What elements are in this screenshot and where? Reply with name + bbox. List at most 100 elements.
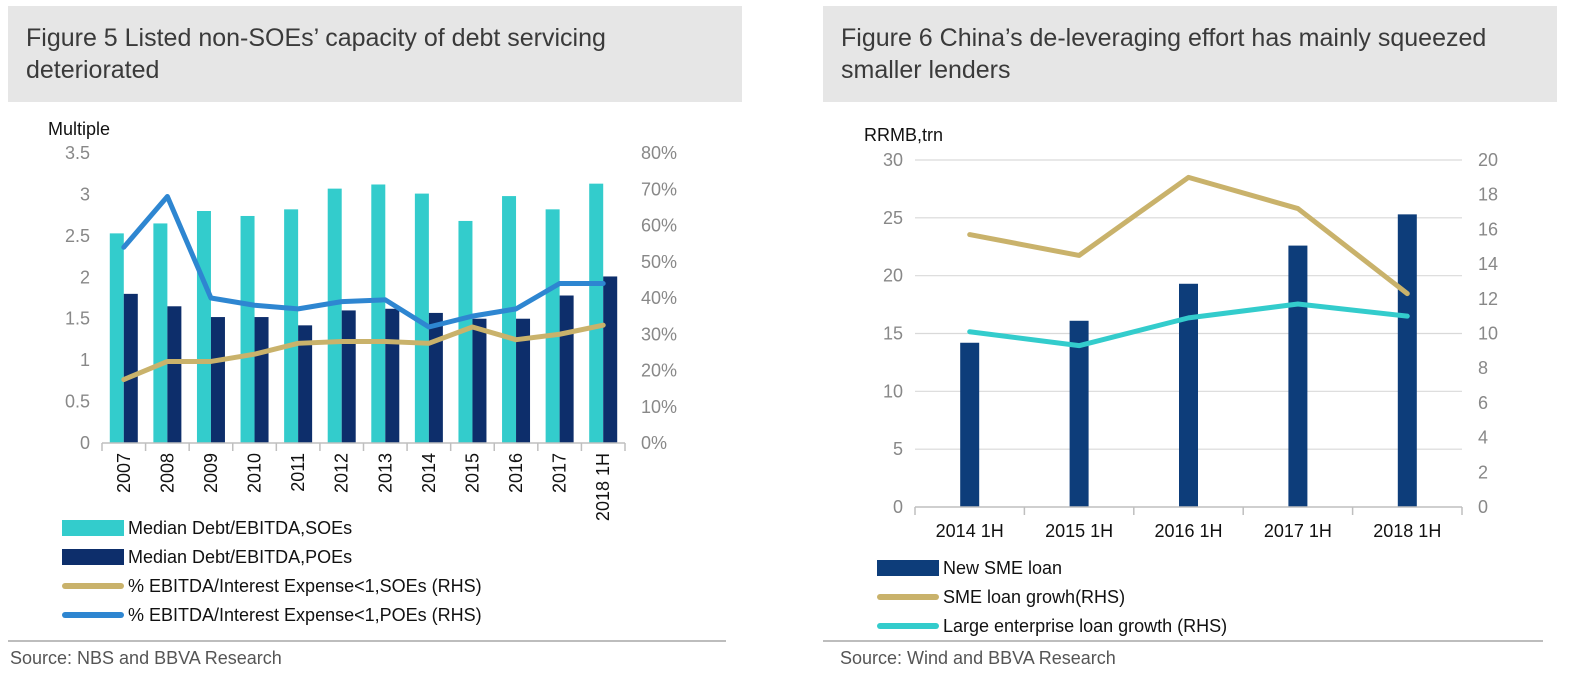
- figure-6-title-box: Figure 6 China’s de-leveraging effort ha…: [823, 6, 1557, 102]
- fig5-left-tick-label: 0.5: [65, 392, 90, 412]
- figure-5-source: Source: NBS and BBVA Research: [10, 648, 282, 668]
- fig5-bar-median-debt-ebitda-poes-6: [385, 308, 400, 443]
- fig5-bar-median-debt-ebitda-soes-9: [502, 196, 517, 443]
- fig6-legend-item: Large enterprise loan growth (RHS): [877, 612, 1227, 641]
- fig6-y-axis-title: RRMB,trn: [864, 125, 943, 145]
- fig5-bar-median-debt-ebitda-soes-3: [240, 215, 255, 443]
- fig5-bar-median-debt-ebitda-poes-10: [559, 295, 574, 443]
- figure-6-source: Source: Wind and BBVA Research: [840, 648, 1116, 668]
- fig6-bar-new-sme-loan-0: [960, 342, 980, 507]
- fig6-right-tick-label: 20: [1478, 150, 1498, 170]
- figure-5-chart: Multiple 0 0.5 1 1.5 2 2.5 3 3.5 0% 10% 20% 30% 40% 50…: [48, 119, 677, 521]
- fig6-bar-new-sme-loan-3: [1288, 245, 1308, 508]
- fig5-bar-median-debt-ebitda-poes-7: [428, 312, 443, 443]
- fig5-right-tick-label: 0%: [641, 433, 667, 453]
- figure-5-title-box: Figure 5 Listed non-SOEs’ capacity of de…: [8, 6, 742, 102]
- figure-6-legend: New SME loan SME loan growh(RHS) Large ent…: [877, 554, 1227, 641]
- fig5-left-tick-label: 2: [80, 267, 90, 287]
- fig6-left-tick-label: 15: [883, 324, 903, 344]
- fig5-left-tick-label: 1.5: [65, 309, 90, 329]
- fig5-x-tick-label: 2018 1H: [593, 453, 613, 521]
- fig5-x-tick-label: 2015: [462, 453, 482, 493]
- fig5-bar-median-debt-ebitda-soes-7: [414, 193, 429, 443]
- fig5-bar-median-debt-ebitda-poes-4: [298, 325, 313, 443]
- fig5-bar-median-debt-ebitda-soes-1: [153, 223, 168, 443]
- fig5-legend-swatch: [62, 520, 124, 536]
- fig6-legend-swatch: [877, 560, 939, 576]
- fig5-bar-median-debt-ebitda-poes-3: [254, 317, 269, 443]
- fig5-left-tick-label: 3.5: [65, 143, 90, 163]
- fig5-bar-median-debt-ebitda-poes-1: [167, 306, 182, 443]
- fig5-x-tick-label: 2010: [245, 453, 265, 493]
- fig5-left-tick-label: 0: [80, 433, 90, 453]
- fig6-bar-new-sme-loan-4: [1397, 214, 1417, 507]
- fig5-bar-median-debt-ebitda-poes-2: [210, 317, 225, 443]
- fig5-x-tick-label: 2016: [506, 453, 526, 493]
- fig6-left-tick-label: 0: [893, 497, 903, 517]
- fig5-legend-label: % EBITDA/Interest Expense<1,POEs (RHS): [128, 605, 482, 625]
- fig6-right-tick-label: 10: [1478, 324, 1498, 344]
- fig5-right-tick-label: 40%: [641, 288, 677, 308]
- fig6-x-tick-label: 2015 1H: [1045, 521, 1113, 541]
- fig6-x-tick-label: 2014 1H: [936, 521, 1004, 541]
- fig5-right-tick-label: 30%: [641, 324, 677, 344]
- fig5-right-tick-label: 80%: [641, 143, 677, 163]
- fig5-legend-swatch: [62, 549, 124, 565]
- figure-5-divider: [8, 640, 726, 642]
- fig5-left-tick-label: 1: [80, 350, 90, 370]
- fig6-right-tick-label: 8: [1478, 358, 1488, 378]
- fig5-bar-median-debt-ebitda-soes-5: [327, 188, 342, 443]
- fig6-legend-swatch: [877, 594, 939, 600]
- fig5-y-axis-title: Multiple: [48, 119, 110, 139]
- fig6-legend-swatch: [877, 623, 939, 629]
- fig5-legend-item: % EBITDA/Interest Expense<1,SOEs (RHS): [62, 572, 482, 601]
- fig5-bar-median-debt-ebitda-soes-10: [545, 209, 560, 443]
- fig5-legend-swatch: [62, 583, 124, 589]
- fig6-right-tick-label: 16: [1478, 219, 1498, 239]
- fig5-x-tick-label: 2009: [201, 453, 221, 493]
- fig5-x-tick-label: 2017: [550, 453, 570, 493]
- fig6-x-tick-label: 2018 1H: [1373, 521, 1441, 541]
- fig5-bar-median-debt-ebitda-poes-5: [341, 310, 356, 443]
- fig5-x-tick-label: 2011: [288, 453, 308, 492]
- fig5-bar-median-debt-ebitda-soes-2: [196, 211, 211, 443]
- figure-6-divider: [823, 640, 1543, 642]
- fig6-legend-item: SME loan growh(RHS): [877, 583, 1227, 612]
- fig6-left-tick-label: 10: [883, 381, 903, 401]
- fig5-legend-item: % EBITDA/Interest Expense<1,POEs (RHS): [62, 601, 482, 630]
- fig6-left-tick-label: 25: [883, 208, 903, 228]
- fig6-legend-item: New SME loan: [877, 554, 1227, 583]
- fig6-left-tick-label: 30: [883, 150, 903, 170]
- fig5-left-tick-label: 2.5: [65, 226, 90, 246]
- fig5-legend-label: Median Debt/EBITDA,SOEs: [128, 518, 353, 538]
- fig5-bar-median-debt-ebitda-soes-4: [284, 209, 299, 443]
- figure-6-chart: RRMB,trn 0 5 10 15 20 25 30 0 2 4 6 8 10 12 14 16 18 20 201…: [864, 125, 1498, 541]
- fig6-right-tick-label: 6: [1478, 393, 1488, 413]
- fig6-right-tick-label: 14: [1478, 254, 1498, 274]
- fig5-x-tick-label: 2012: [332, 453, 352, 493]
- fig6-legend-label: Large enterprise loan growth (RHS): [943, 616, 1228, 636]
- fig5-bar-median-debt-ebitda-poes-8: [472, 318, 487, 443]
- fig6-right-tick-label: 0: [1478, 497, 1488, 517]
- fig5-legend-label: Median Debt/EBITDA,POEs: [128, 547, 353, 567]
- fig5-line--ebitda-interest-expense-1-poes-rhs-: [121, 194, 606, 330]
- fig5-x-tick-label: 2008: [157, 453, 177, 493]
- figure-5-legend: Median Debt/EBITDA,SOEs Median Debt/EBITD…: [62, 514, 482, 630]
- fig6-bar-new-sme-loan-1: [1069, 320, 1089, 507]
- fig5-right-tick-label: 20%: [641, 361, 677, 381]
- figure-5-title: Figure 5 Listed non-SOEs’ capacity of de…: [26, 24, 606, 84]
- fig5-legend-swatch: [62, 612, 124, 618]
- fig6-right-tick-label: 12: [1478, 289, 1498, 309]
- figure-6-panel: Figure 6 China’s de-leveraging effort ha…: [815, 0, 1585, 686]
- fig5-right-tick-label: 70%: [641, 179, 677, 199]
- fig5-legend-item: Median Debt/EBITDA,SOEs: [62, 514, 482, 543]
- fig5-x-tick-label: 2007: [114, 453, 134, 493]
- fig6-left-tick-label: 5: [893, 439, 903, 459]
- fig6-legend-label: New SME loan: [943, 558, 1063, 578]
- fig6-right-tick-label: 4: [1478, 428, 1488, 448]
- fig5-bar-median-debt-ebitda-poes-11: [603, 276, 618, 443]
- fig5-bar-median-debt-ebitda-soes-11: [589, 183, 604, 443]
- figure-6-title: Figure 6 China’s de-leveraging effort ha…: [841, 24, 1487, 84]
- fig6-left-tick-label: 20: [883, 266, 903, 286]
- fig6-legend-label: SME loan growh(RHS): [943, 587, 1126, 607]
